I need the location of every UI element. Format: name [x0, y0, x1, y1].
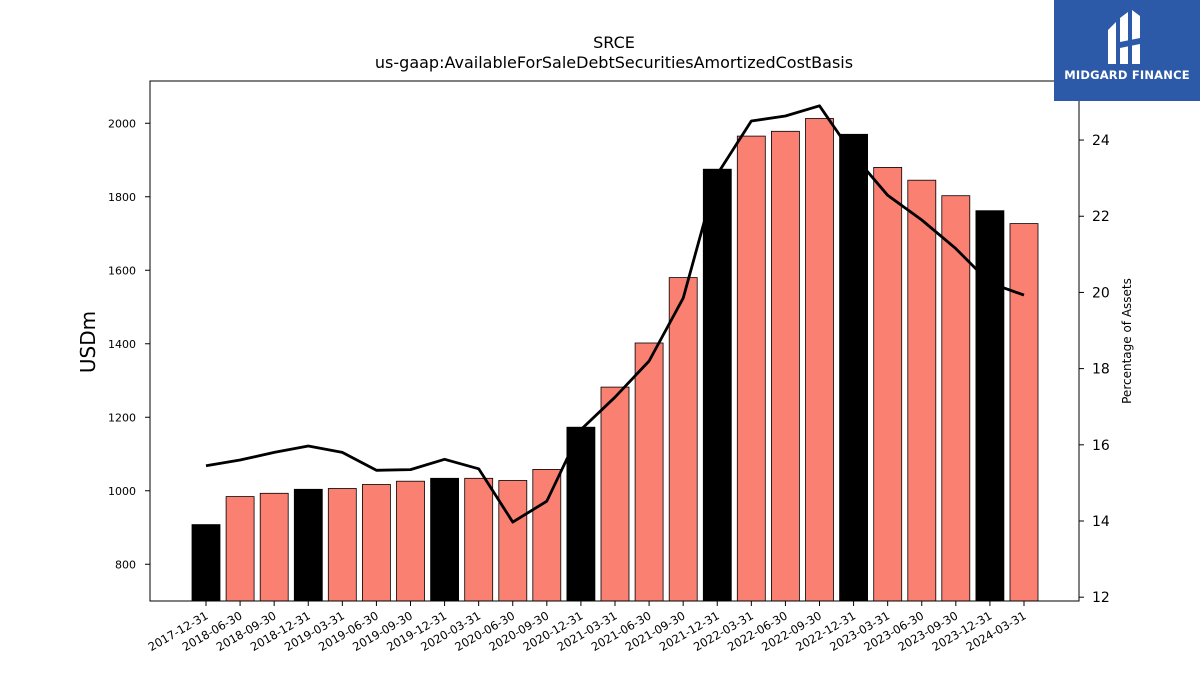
bars-layer: [191, 118, 1039, 602]
bar-2019-09-30: [396, 480, 425, 602]
y2-tick-label: 22: [1092, 209, 1110, 225]
bar-2023-12-31: [975, 210, 1005, 602]
y2-axis-label: Percentage of Assets: [1120, 278, 1134, 404]
bar-2023-06-30: [907, 179, 937, 602]
percentage-line: [205, 104, 1025, 524]
y2-tick-label: 24: [1092, 133, 1110, 149]
bar-2019-03-31: [327, 488, 357, 602]
bar-2019-06-30: [361, 484, 391, 602]
bar-2022-06-30: [771, 130, 800, 602]
y2-tick-label: 16: [1092, 438, 1110, 454]
bar-2022-09-30: [805, 118, 834, 602]
bar-2021-06-30: [634, 342, 664, 602]
brand-name: MIDGARD FINANCE: [1064, 68, 1190, 82]
y-tick-label: 1000: [108, 485, 136, 498]
bar-2021-09-30: [668, 277, 698, 602]
midgard-logo-icon: [1108, 10, 1140, 64]
bar-2018-06-30: [225, 496, 255, 602]
bar-2020-06-30: [498, 480, 528, 602]
y2-tick-label: 20: [1092, 285, 1110, 301]
bar-2023-03-31: [873, 166, 903, 602]
line-layer: [205, 104, 1025, 524]
x-axis: 2017-12-312018-06-302018-09-302018-12-31…: [146, 601, 1029, 654]
bar-2023-09-30: [941, 195, 971, 602]
y-tick-label: 1800: [108, 191, 136, 204]
y-tick-label: 1200: [108, 411, 136, 424]
y-tick-label: 800: [115, 558, 136, 571]
y-axis: 800 1000 1200 1400 1600 1800 2000: [108, 117, 150, 571]
chart-subtitle: us-gaap:AvailableForSaleDebtSecuritiesAm…: [375, 53, 853, 72]
bar-2018-12-31: [293, 488, 323, 602]
y-tick-label: 1600: [108, 264, 136, 277]
bar-2024-03-31: [1009, 223, 1039, 602]
y-axis-label: USDm: [76, 311, 100, 373]
bar-2020-12-31: [566, 426, 596, 602]
bar-2021-03-31: [600, 386, 630, 602]
y-tick-label: 2000: [108, 117, 136, 130]
brand-logo: MIDGARD FINANCE: [1054, 0, 1200, 101]
y2-tick-label: 18: [1092, 362, 1110, 378]
bar-2021-12-31: [702, 168, 732, 602]
y2-tick-label: 12: [1092, 590, 1110, 606]
bar-2017-12-31: [191, 524, 221, 602]
bar-2020-09-30: [532, 468, 562, 602]
bar-2022-12-31: [839, 133, 868, 602]
bar-2018-09-30: [259, 492, 289, 602]
y-tick-label: 1400: [108, 338, 136, 351]
bar-2022-03-31: [736, 135, 766, 602]
bar-2020-03-31: [464, 477, 494, 602]
bar-2019-12-31: [430, 477, 460, 602]
y2-axis: 12 14 16 18 20 22 24: [1079, 133, 1110, 606]
y2-tick-label: 14: [1092, 514, 1110, 530]
chart-title: SRCE: [593, 33, 635, 52]
